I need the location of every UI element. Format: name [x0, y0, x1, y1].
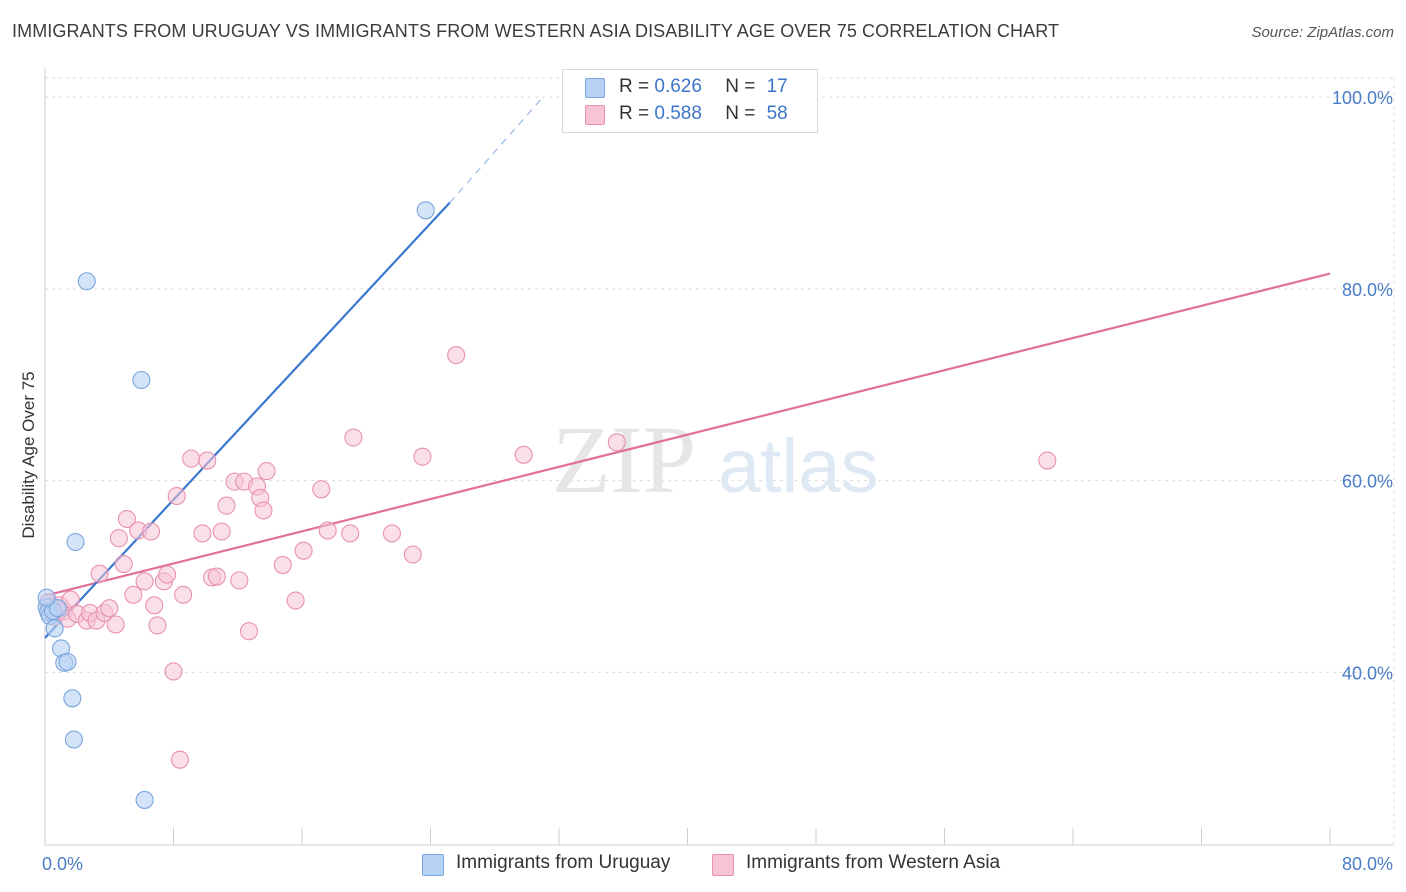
point-uruguay [135, 790, 154, 809]
point-western-asia [294, 541, 313, 560]
y-tick-label: 40.0% [1342, 663, 1393, 683]
trend-line-western-asia [44, 272, 1331, 597]
point-uruguay [58, 652, 77, 671]
western-asia-swatch [585, 105, 605, 125]
point-western-asia [212, 522, 231, 541]
point-western-asia [109, 529, 128, 548]
tick-labels: 40.0% 60.0% 80.0% 100.0% 0.0% 80.0% [42, 88, 1393, 874]
point-western-asia [158, 565, 177, 584]
point-western-asia [382, 524, 402, 543]
point-western-asia [117, 509, 136, 529]
point-western-asia [170, 750, 189, 769]
point-western-asia [1038, 451, 1057, 470]
point-western-asia [90, 564, 109, 583]
point-western-asia [257, 462, 276, 481]
point-western-asia [167, 486, 186, 506]
point-western-asia [145, 596, 164, 615]
point-uruguay [63, 689, 82, 708]
point-western-asia [124, 585, 143, 604]
bottom-uruguay-swatch [422, 854, 444, 876]
point-western-asia [106, 615, 125, 634]
point-western-asia [341, 524, 360, 543]
x-tick-label-max: 80.0% [1342, 854, 1393, 874]
point-western-asia [230, 571, 249, 590]
uruguay-n-value: 17 [766, 76, 788, 97]
x-tick-label-min: 0.0% [42, 854, 83, 874]
point-western-asia [182, 449, 201, 468]
trend-line-uruguay-extension [449, 96, 544, 204]
bottom-western-asia-swatch [712, 854, 734, 876]
uruguay-r-value: 0.626 [654, 76, 702, 97]
point-western-asia [141, 522, 161, 541]
western-asia-n-label: N = [725, 103, 756, 124]
western-asia-r-value: 0.588 [654, 103, 702, 124]
legend: R = 0.626 N = 17 R = 0.588 N = 58 [562, 69, 818, 133]
uruguay-r-label: R = [619, 76, 650, 97]
point-western-asia [114, 555, 133, 574]
bottom-legend-uruguay: Immigrants from Uruguay [422, 852, 671, 876]
source-credit: Source: ZipAtlas.com [1251, 24, 1394, 41]
point-western-asia [148, 616, 167, 635]
bottom-uruguay-label: Immigrants from Uruguay [456, 852, 671, 873]
watermark-atlas: atlas [718, 424, 879, 509]
point-western-asia [447, 346, 466, 365]
point-western-asia [403, 545, 422, 564]
western-asia-r-label: R = [619, 103, 650, 124]
point-western-asia [217, 496, 236, 515]
chart-title: IMMIGRANTS FROM URUGUAY VS IMMIGRANTS FR… [12, 21, 1060, 41]
point-western-asia [286, 591, 305, 610]
point-western-asia [135, 572, 154, 591]
point-western-asia [318, 521, 337, 540]
y-axis-label: Disability Age Over 75 [19, 371, 38, 538]
y-tick-label: 60.0% [1342, 472, 1393, 492]
y-tick-label: 100.0% [1332, 88, 1393, 108]
data-points [37, 201, 1057, 809]
point-western-asia [100, 599, 119, 618]
uruguay-swatch [585, 78, 605, 98]
point-western-asia [273, 555, 292, 575]
point-uruguay [48, 599, 67, 618]
point-western-asia [312, 480, 331, 499]
western-asia-n-value: 58 [766, 103, 788, 124]
point-western-asia [164, 662, 183, 681]
bottom-legend-western-asia: Immigrants from Western Asia [712, 852, 1001, 876]
point-uruguay [132, 370, 151, 390]
point-western-asia [207, 567, 226, 586]
point-western-asia [198, 451, 217, 470]
point-western-asia [413, 447, 432, 466]
watermark-zip: ZIP [552, 406, 696, 513]
point-western-asia [174, 585, 193, 604]
point-western-asia [239, 622, 259, 641]
point-uruguay [66, 532, 85, 552]
point-uruguay [64, 730, 83, 749]
axes [44, 68, 1394, 846]
point-uruguay [37, 588, 56, 607]
point-western-asia [254, 501, 273, 520]
bottom-western-asia-label: Immigrants from Western Asia [746, 852, 1001, 873]
point-uruguay [45, 619, 64, 638]
point-western-asia [193, 524, 212, 543]
trend-line-uruguay [44, 201, 451, 639]
legend-row-western-asia: R = 0.588 N = 58 [585, 103, 788, 125]
legend-row-uruguay: R = 0.626 N = 17 [585, 76, 788, 98]
point-uruguay [77, 272, 96, 291]
point-western-asia [344, 428, 363, 447]
point-western-asia [514, 445, 533, 464]
point-uruguay [416, 201, 435, 220]
trend-lines [44, 96, 1331, 639]
point-western-asia [607, 433, 626, 452]
y-tick-label: 80.0% [1342, 280, 1393, 300]
uruguay-n-label: N = [725, 76, 756, 97]
watermark: ZIP atlas [552, 406, 879, 513]
